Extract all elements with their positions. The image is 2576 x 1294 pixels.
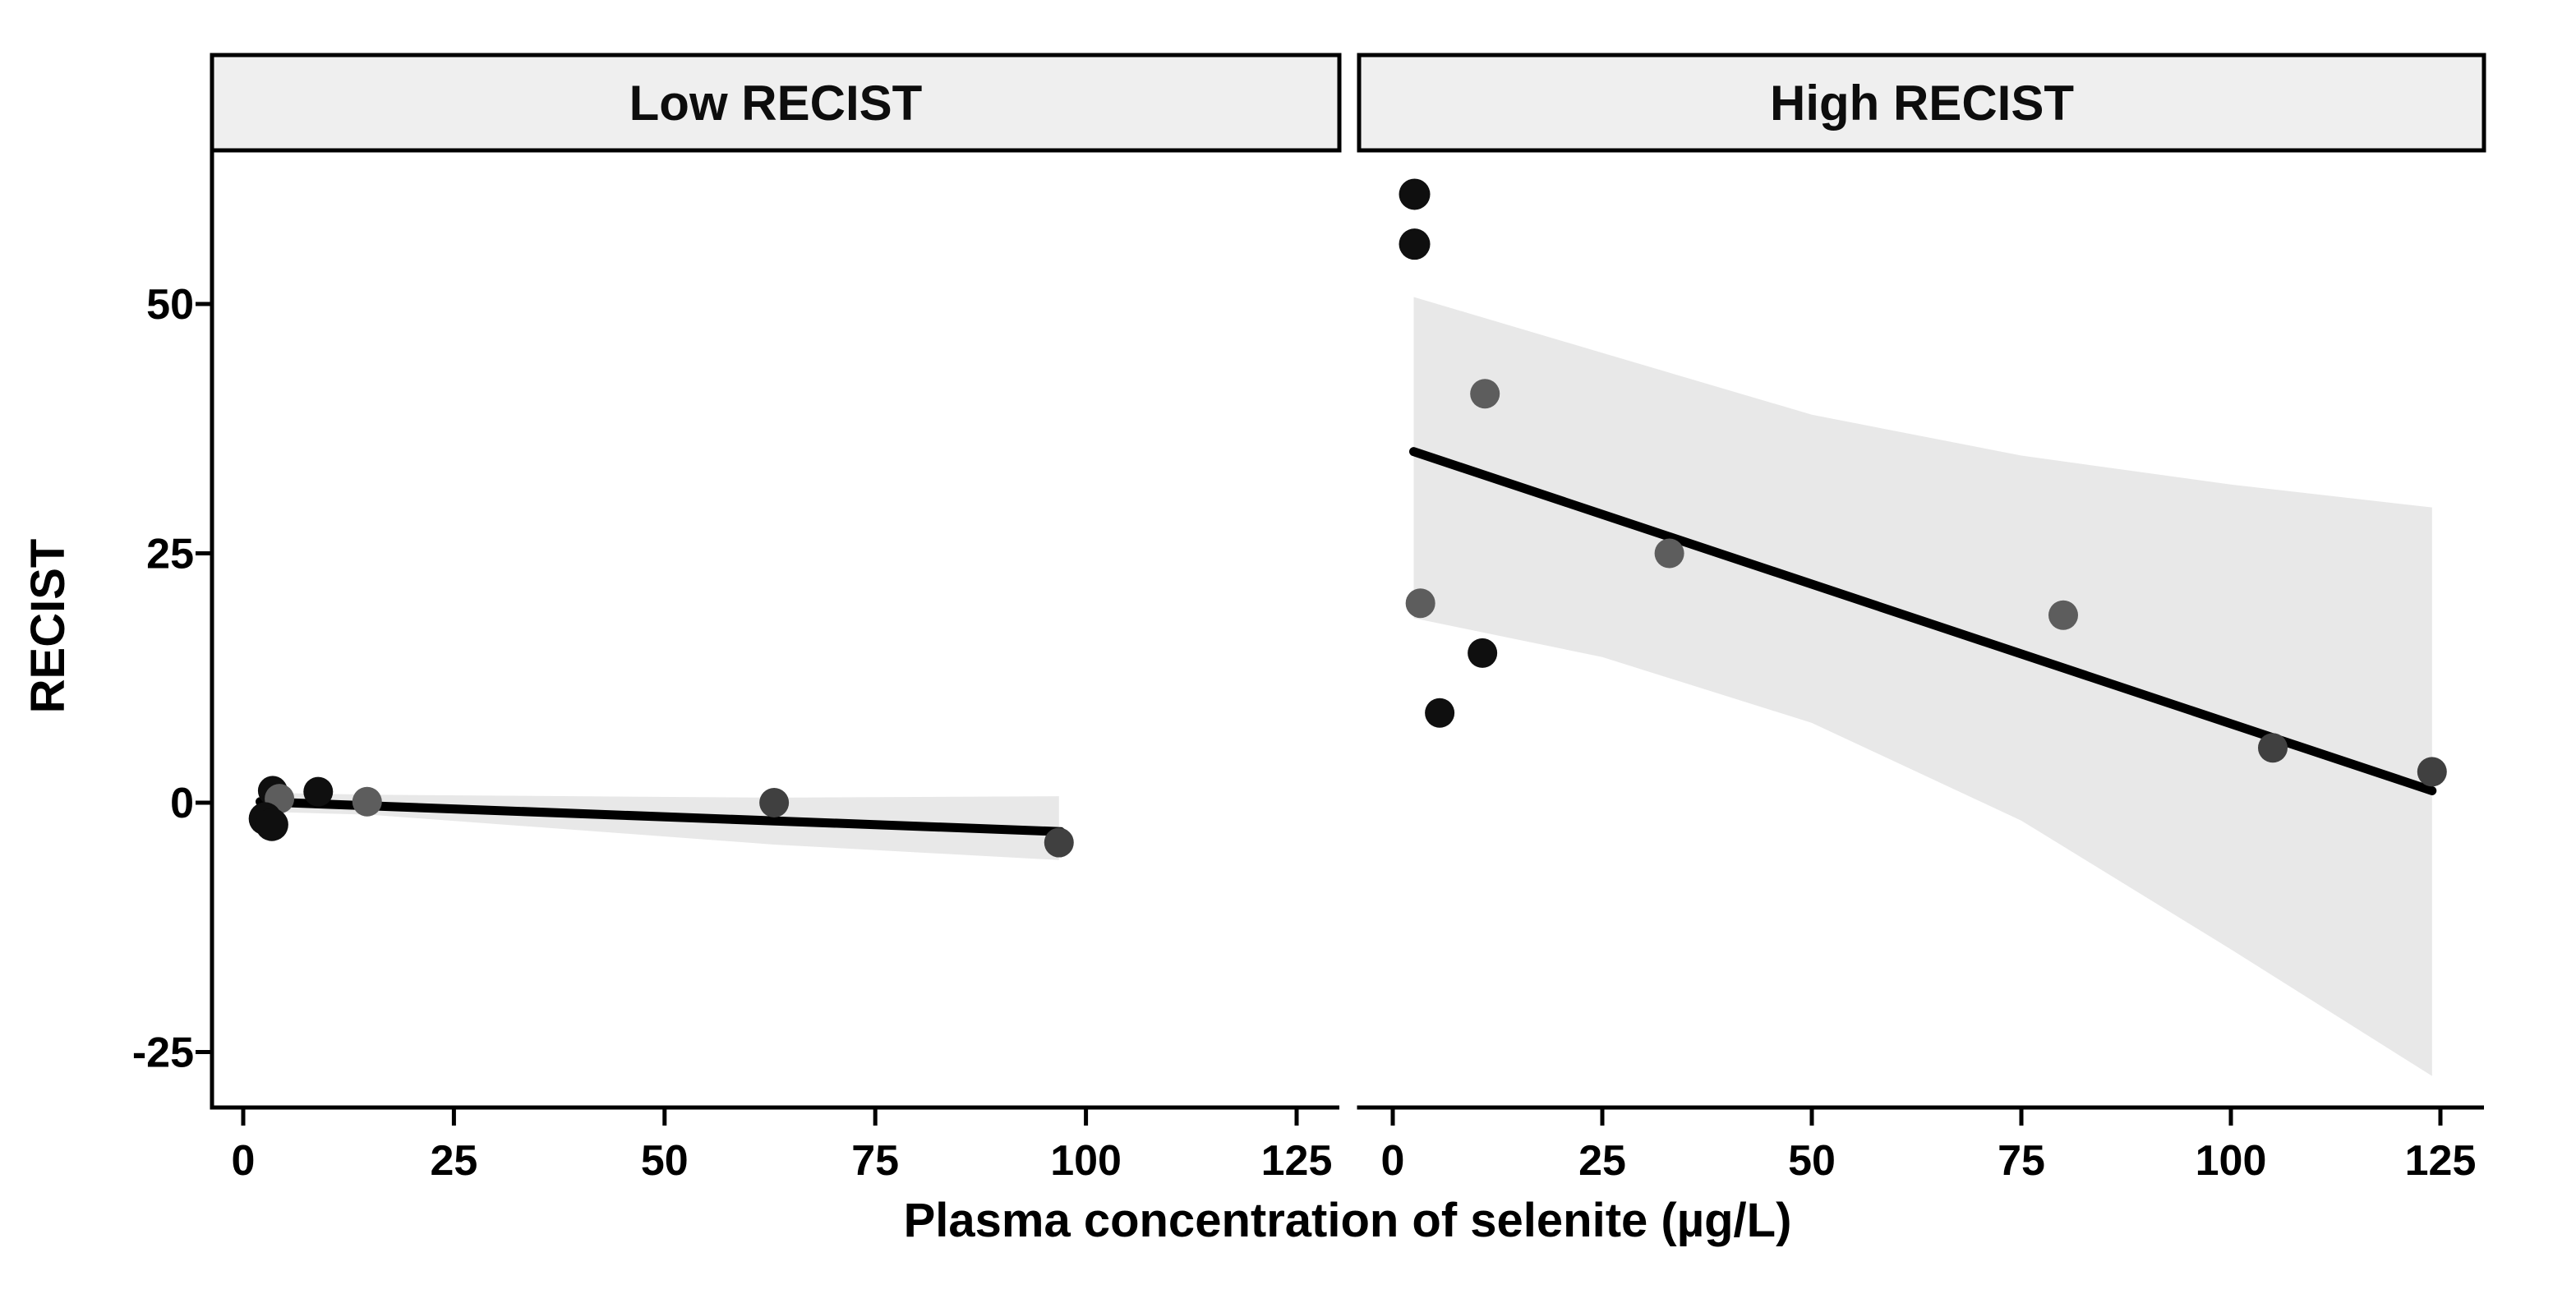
y-tick-label: -25 bbox=[132, 1029, 194, 1077]
regression-line bbox=[1409, 447, 2437, 795]
x-tick-label: 100 bbox=[1050, 1137, 1122, 1185]
x-tick-label: 0 bbox=[232, 1137, 256, 1185]
facet-low-recist: Low RECIST 0 25 50 75 100 125 50 25 0 -25 bbox=[132, 53, 1342, 1185]
scatter-point bbox=[303, 776, 334, 807]
scatter-point bbox=[255, 808, 288, 841]
scatter-point bbox=[1468, 638, 1498, 668]
x-tick-label: 75 bbox=[1998, 1137, 2045, 1185]
scatter-point bbox=[2048, 600, 2078, 630]
scatter-point bbox=[2417, 757, 2447, 787]
scatter-point bbox=[1399, 178, 1431, 210]
x-tick-label: 25 bbox=[430, 1137, 477, 1185]
scatter-point bbox=[352, 786, 382, 817]
y-tick-label: 25 bbox=[146, 531, 194, 578]
scatter-point bbox=[759, 788, 790, 817]
x-tick-label: 0 bbox=[1381, 1137, 1405, 1185]
facet-header-label: Low RECIST bbox=[629, 76, 923, 131]
y-tick-label: 0 bbox=[170, 780, 194, 827]
confidence-ribbon bbox=[1413, 297, 2432, 1076]
x-tick-label: 75 bbox=[851, 1137, 899, 1185]
scatter-point bbox=[2258, 733, 2288, 763]
scatter-point bbox=[1654, 538, 1684, 569]
facet-panel: 0 25 50 75 100 125 bbox=[1357, 178, 2484, 1185]
x-tick-label: 50 bbox=[641, 1137, 689, 1185]
regression-line bbox=[256, 797, 1066, 836]
facet-header-box bbox=[1357, 53, 2486, 153]
scatter-point bbox=[1425, 698, 1455, 728]
scatter-point bbox=[1470, 379, 1500, 409]
y-axis-title: RECIST bbox=[21, 539, 75, 714]
scatter-point bbox=[1405, 588, 1435, 619]
facet-header-label: High RECIST bbox=[1770, 76, 2074, 131]
scatter-point bbox=[1044, 827, 1074, 858]
facet-high-recist: High RECIST 0 25 50 75 100 125 bbox=[1357, 53, 2486, 1185]
scatter-point bbox=[1399, 228, 1431, 260]
facet-panel: 0 25 50 75 100 125 50 25 0 -25 bbox=[132, 150, 1339, 1185]
x-tick-label: 125 bbox=[2405, 1137, 2477, 1185]
x-tick-label: 100 bbox=[2196, 1137, 2267, 1185]
x-axis-title: Plasma concentration of selenite (µg/L) bbox=[904, 1194, 1792, 1247]
x-tick-label: 125 bbox=[1261, 1137, 1333, 1185]
x-tick-label: 50 bbox=[1788, 1137, 1836, 1185]
facet-header-box bbox=[210, 53, 1342, 153]
y-tick-label: 50 bbox=[146, 281, 194, 329]
x-tick-label: 25 bbox=[1578, 1137, 1626, 1185]
